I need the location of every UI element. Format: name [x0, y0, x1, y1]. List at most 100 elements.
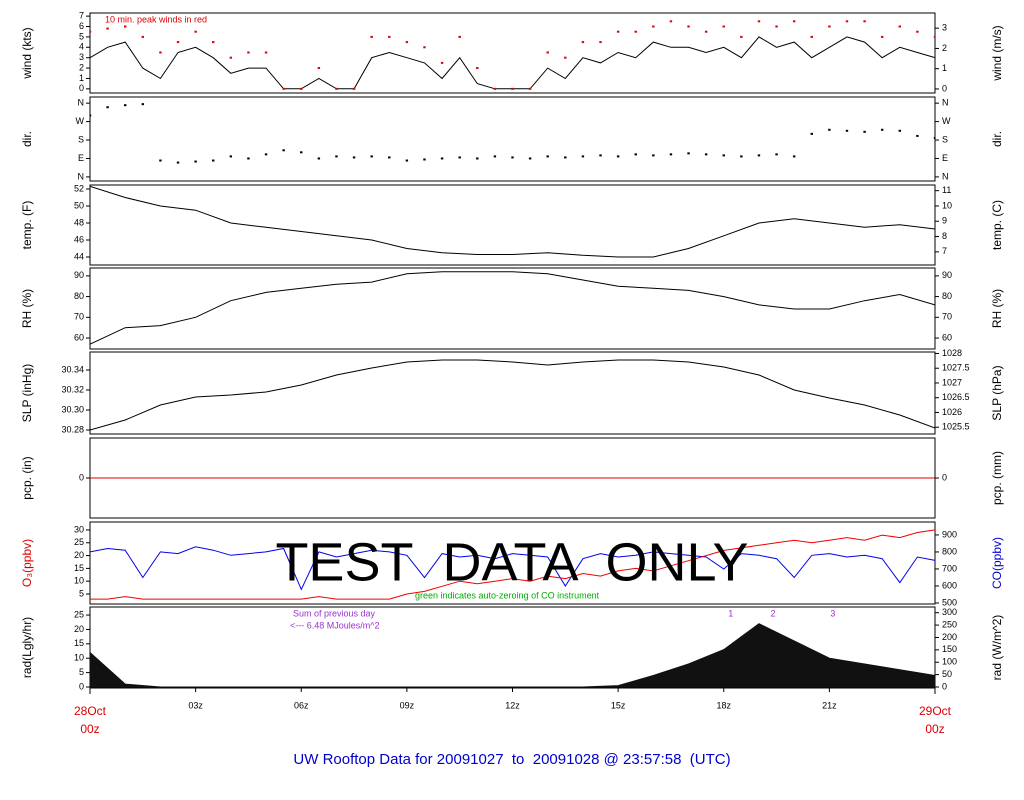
data-point	[880, 128, 884, 131]
data-point	[581, 155, 585, 158]
data-point	[704, 153, 708, 156]
data-point	[511, 87, 514, 90]
data-point	[652, 154, 655, 157]
y2-axis-label: dir.	[990, 131, 1004, 147]
data-point	[546, 155, 549, 158]
x-tick-label: 12z	[505, 700, 520, 710]
y2-tick-label: 700	[942, 563, 957, 573]
data-point	[669, 153, 673, 156]
y-axis-label: RH (%)	[20, 289, 34, 328]
y2-tick-label: 1025.5	[942, 422, 970, 432]
y-axis-label: wind (kts)	[20, 27, 34, 79]
y2-tick-label: 0	[942, 83, 947, 93]
data-point	[634, 153, 637, 156]
data-point	[282, 149, 285, 152]
y2-axis-label: pcp. (mm)	[990, 451, 1004, 505]
y2-tick-label: 300	[942, 607, 957, 617]
x-tick-label: 06z	[294, 700, 309, 710]
x-tick-label: 18z	[716, 700, 731, 710]
y2-tick-label: 500	[942, 597, 957, 607]
data-point	[933, 136, 935, 139]
data-point	[599, 41, 602, 44]
y-tick-label: 2	[79, 62, 84, 72]
marker-label: 2	[771, 608, 776, 618]
y-axis-label: rad(Lgly/hr)	[20, 617, 34, 678]
data-point	[792, 20, 796, 23]
y-tick-label: 52	[74, 183, 84, 193]
y-tick-label: 0	[79, 83, 84, 93]
data-point	[264, 153, 268, 156]
data-point	[264, 51, 268, 54]
y-tick-label: 1	[79, 73, 84, 83]
data-point	[124, 25, 127, 28]
y-tick-label: 15	[74, 563, 84, 573]
footer: UW Rooftop Data for 20091027 to 20091028…	[293, 751, 730, 768]
x-end-label: 28Oct	[74, 704, 107, 718]
data-point	[247, 51, 250, 54]
data-point	[880, 35, 884, 38]
y-tick-label: S	[78, 134, 84, 144]
plot-area	[90, 623, 935, 688]
y-tick-label: 46	[74, 234, 84, 244]
data-point	[476, 67, 479, 70]
data-point	[845, 20, 849, 23]
y2-tick-label: N	[942, 171, 949, 181]
data-point	[388, 35, 391, 38]
data-point	[916, 134, 919, 137]
data-point	[335, 155, 338, 158]
y-axis-label: pcp. (in)	[20, 456, 34, 499]
data-point	[141, 103, 145, 106]
y-tick-label: 10	[74, 653, 84, 663]
area	[90, 623, 935, 688]
x-end-label: 29Oct	[919, 704, 952, 718]
y-tick-label: 10	[74, 576, 84, 586]
data-point	[669, 20, 673, 23]
y2-tick-label: 10	[942, 200, 952, 210]
data-point	[546, 51, 549, 54]
data-point	[476, 157, 479, 160]
watermark: TEST DATA ONLY	[275, 532, 748, 592]
data-point	[704, 30, 708, 33]
y-tick-label: 30.32	[61, 384, 84, 394]
y2-tick-label: 1027.5	[942, 363, 970, 373]
data-point	[141, 35, 145, 38]
y-tick-label: 50	[74, 200, 84, 210]
data-point	[564, 156, 567, 159]
y-tick-label: 20	[74, 624, 84, 634]
data-point	[528, 157, 532, 160]
data-point	[90, 114, 92, 117]
data-point	[757, 154, 761, 157]
y2-tick-label: S	[942, 134, 948, 144]
y2-tick-label: 8	[942, 231, 947, 241]
data-point	[493, 155, 497, 158]
data-point	[493, 87, 497, 90]
data-point	[740, 35, 743, 38]
data-point	[845, 129, 849, 132]
y-tick-label: 80	[74, 291, 84, 301]
y2-tick-label: 1028	[942, 348, 962, 358]
data-point	[106, 106, 109, 109]
plot-area	[90, 271, 935, 345]
data-point	[229, 56, 233, 59]
x-tick-label: 03z	[188, 700, 203, 710]
y-tick-label: N	[78, 98, 85, 108]
data-point	[247, 157, 250, 160]
data-point	[317, 157, 321, 160]
data-point	[775, 25, 778, 28]
data-point	[106, 27, 109, 30]
y-tick-label: 5	[79, 667, 84, 677]
data-point	[194, 30, 197, 33]
y-tick-label: 5	[79, 588, 84, 598]
line	[90, 36, 935, 90]
data-point	[317, 67, 321, 70]
annotation: Sum of previous day	[293, 608, 376, 618]
data-point	[722, 25, 725, 28]
data-point	[90, 30, 92, 33]
data-point	[423, 46, 426, 49]
data-point	[810, 35, 813, 38]
y-tick-label: 4	[79, 42, 84, 52]
data-point	[159, 51, 162, 54]
data-point	[212, 159, 215, 162]
panel-frame	[89, 184, 936, 266]
